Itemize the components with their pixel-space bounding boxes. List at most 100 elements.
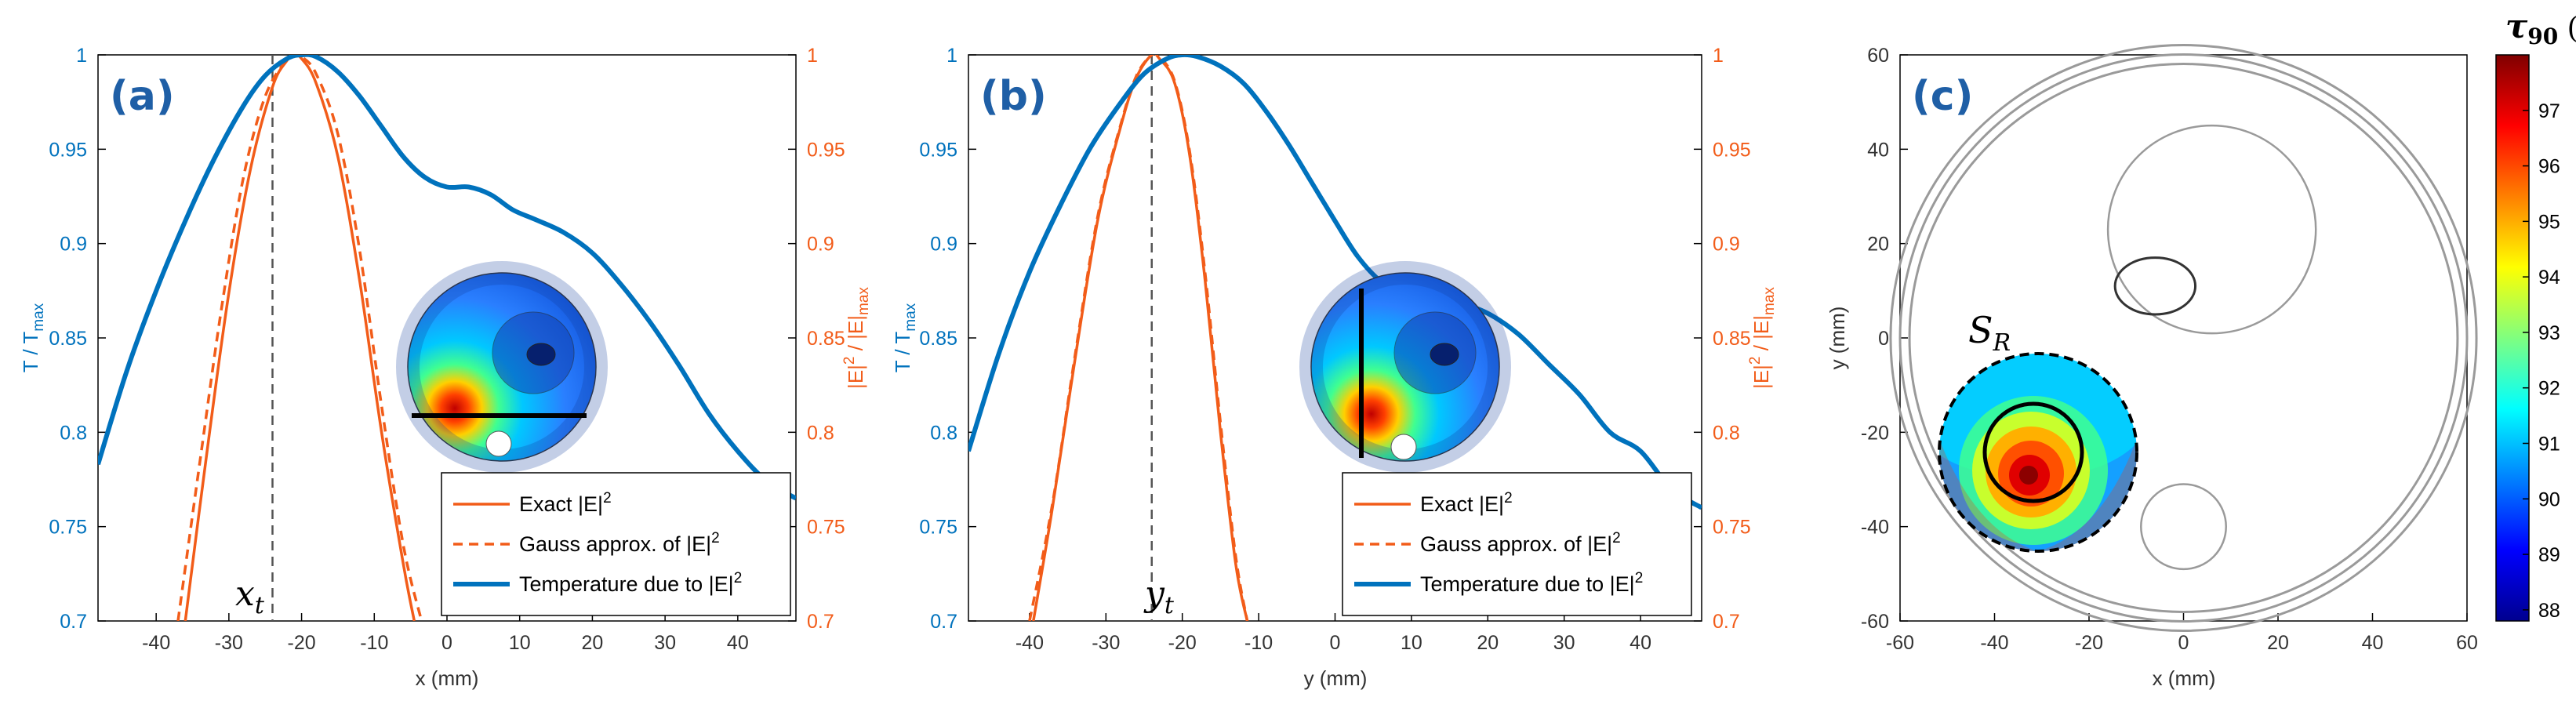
y-tick-label: -40 bbox=[1861, 517, 1889, 539]
legend-exact-b: Exact |E|2 bbox=[1420, 490, 1513, 516]
colorbar-tick-label: 95 bbox=[2538, 211, 2560, 233]
x-tick-label: -40 bbox=[1016, 632, 1044, 654]
y-tick-label-left: 0.8 bbox=[60, 422, 87, 444]
region-label: SR bbox=[1968, 309, 2011, 357]
y-tick-label-left: 0.9 bbox=[930, 234, 957, 256]
colorbar bbox=[2495, 54, 2530, 622]
x-axis-label-a: x (mm) bbox=[416, 666, 479, 690]
inset-field-map-b bbox=[1299, 261, 1511, 473]
legend-gauss-b-sup: 2 bbox=[1612, 530, 1621, 546]
legend-exact-b-text: Exact |E| bbox=[1420, 492, 1504, 516]
y-tick-label-right: 0.7 bbox=[807, 611, 834, 633]
y-tick-label-left: 0.85 bbox=[919, 328, 957, 350]
series-line bbox=[1028, 55, 1249, 621]
legend-exact-a: Exact |E|2 bbox=[519, 490, 612, 516]
y-tick-label: 40 bbox=[1867, 139, 1889, 161]
y-tick-label-right: 0.75 bbox=[1713, 517, 1751, 539]
colorbar-title-unit: (%) bbox=[2558, 13, 2576, 45]
y-axis-label-right-b-sup: 2 bbox=[1747, 357, 1764, 365]
series-line bbox=[98, 55, 796, 501]
y-tick-label-left: 0.85 bbox=[49, 328, 87, 350]
region-boundary bbox=[1938, 352, 2138, 553]
x-tick-label: 20 bbox=[1477, 632, 1499, 654]
y-axis-label-left-b: T / Tmax bbox=[891, 303, 919, 372]
y-axis-label-c: y (mm) bbox=[1826, 307, 1849, 370]
x-tick-label: 20 bbox=[582, 632, 604, 654]
legend-temp-b-sup: 2 bbox=[1635, 570, 1644, 586]
legend-temp-a-sup: 2 bbox=[734, 570, 743, 586]
right-y-ticks-a: 0.7 0.75 0.8 0.85 0.9 0.95 1 bbox=[788, 45, 845, 633]
marker-label-b-main: y bbox=[1143, 574, 1165, 614]
x-tick-label: 0 bbox=[441, 632, 452, 654]
y-tick-label-left: 0.75 bbox=[49, 517, 87, 539]
panel-b: 0.7 0.75 0.8 0.85 0.9 0.95 1 0.7 0.75 0.8 0.85 0.9… bbox=[891, 45, 1778, 690]
y-tick-label: -60 bbox=[1861, 611, 1889, 633]
inner-structure bbox=[2140, 483, 2227, 571]
x-tick-label: 10 bbox=[1401, 632, 1422, 654]
legend-exact-a-text: Exact |E| bbox=[519, 492, 603, 516]
x-axis-label-c: x (mm) bbox=[2153, 666, 2216, 690]
panel-a: 0.7 0.75 0.8 0.85 0.9 0.95 1 0.7 0.75 0.8 0.85 0.9… bbox=[19, 45, 872, 690]
colorbar-title: τ90 (%) bbox=[2505, 7, 2576, 49]
y-tick-label-right: 0.8 bbox=[1713, 422, 1740, 444]
panel-c: -60 -40 -20 0 20 40 60 -60 -40 -20 0 20 40 60 SR (c)… bbox=[1826, 7, 2576, 690]
legend-gauss-b: Gauss approx. of |E|2 bbox=[1420, 530, 1621, 556]
y-tick-label-left: 0.7 bbox=[930, 611, 957, 633]
colorbar-tick-label: 97 bbox=[2538, 100, 2560, 122]
marker-label-a-sub: t bbox=[255, 592, 265, 619]
series-b bbox=[968, 55, 1702, 621]
y-ticks-c: -60 -40 -20 0 20 40 60 bbox=[1861, 45, 1908, 633]
y-tick-label-right: 0.9 bbox=[807, 234, 834, 256]
left-y-ticks-a: 0.7 0.75 0.8 0.85 0.9 0.95 1 bbox=[49, 45, 106, 633]
x-tick-label: 40 bbox=[727, 632, 749, 654]
y-tick-label-right: 0.85 bbox=[807, 328, 845, 350]
y-axis-label-left-a-main: T / T bbox=[19, 332, 42, 373]
legend-exact-a-sup: 2 bbox=[603, 490, 612, 506]
colorbar-tick-label: 92 bbox=[2538, 378, 2560, 400]
y-axis-label-left-a-sub: max bbox=[31, 303, 47, 331]
y-tick-label-left: 1 bbox=[76, 45, 87, 67]
y-tick-label-right: 0.75 bbox=[807, 517, 845, 539]
x-tick-label: -60 bbox=[1886, 632, 1914, 654]
y-tick-label-right: 0.7 bbox=[1713, 611, 1740, 633]
legend-gauss-a: Gauss approx. of |E|2 bbox=[519, 530, 720, 556]
marker-label-a: xt bbox=[235, 574, 265, 619]
y-tick-label-right: 1 bbox=[807, 45, 818, 67]
legend-exact-b-sup: 2 bbox=[1504, 490, 1513, 506]
outer-ring bbox=[1898, 53, 2469, 623]
region-label-main: S bbox=[1968, 309, 1993, 351]
legend-a: Exact |E|2 Gauss approx. of |E|2 Tempera… bbox=[441, 472, 791, 616]
legend-gauss-a-sup: 2 bbox=[711, 530, 720, 546]
x-ticks-c: -60 -40 -20 0 20 40 60 bbox=[1886, 613, 2478, 654]
x-tick-label: 30 bbox=[654, 632, 676, 654]
y-tick-label-left: 0.95 bbox=[49, 139, 87, 161]
y-axis-label-left-b-main: T / T bbox=[891, 332, 914, 373]
x-tick-label: -20 bbox=[2075, 632, 2103, 654]
marker-label-b: yt bbox=[1143, 574, 1175, 619]
x-tick-label: 60 bbox=[2456, 632, 2478, 654]
colorbar-tick-label: 90 bbox=[2538, 488, 2560, 510]
colorbar-tick-label: 94 bbox=[2538, 267, 2560, 289]
legend-gauss-b-text: Gauss approx. of |E| bbox=[1420, 532, 1612, 556]
outer-ring bbox=[1889, 43, 2478, 633]
y-tick-label: -20 bbox=[1861, 422, 1889, 444]
x-tick-label: -10 bbox=[1244, 632, 1273, 654]
y-tick-label-right: 0.95 bbox=[1713, 139, 1751, 161]
inner-structure bbox=[2113, 256, 2197, 316]
x-tick-label: -20 bbox=[1168, 632, 1197, 654]
x-tick-label: -40 bbox=[142, 632, 170, 654]
y-axis-label-right-b: |E|2 / |E|max bbox=[1747, 287, 1778, 389]
y-tick-label-left: 0.75 bbox=[919, 517, 957, 539]
inner-region-circle bbox=[1982, 401, 2084, 503]
x-tick-label: 40 bbox=[1630, 632, 1651, 654]
series-a bbox=[98, 55, 796, 621]
geometry-c bbox=[1889, 43, 2478, 633]
panel-label-c: (c) bbox=[1912, 73, 1973, 120]
x-tick-label: 20 bbox=[2267, 632, 2289, 654]
x-tick-label: 0 bbox=[2178, 632, 2189, 654]
colorbar-tick-label: 89 bbox=[2538, 544, 2560, 566]
colorbar-tick-label: 93 bbox=[2538, 322, 2560, 344]
x-tick-label: -10 bbox=[360, 632, 388, 654]
marker-label-b-sub: t bbox=[1164, 592, 1175, 619]
